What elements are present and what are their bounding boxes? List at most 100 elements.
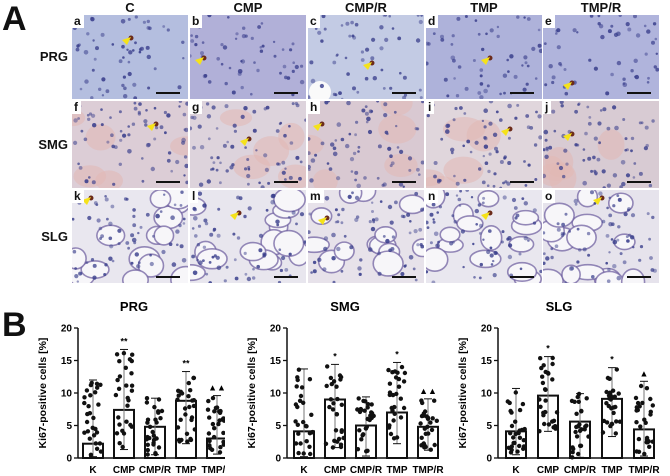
arrowhead-icon	[593, 197, 602, 205]
micrograph-label: k	[72, 190, 84, 203]
scale-bar	[510, 276, 534, 278]
significance-marker: *	[333, 351, 337, 361]
chart-slg: SLG Ki67-positive cells [%] 0 5 10 15 20 K * CMP C…	[457, 299, 660, 476]
scale-bar	[274, 92, 298, 94]
chart-title: PRG	[120, 299, 148, 314]
scale-bar	[156, 92, 180, 94]
x-tick-label: K	[512, 465, 520, 476]
scale-bar	[392, 276, 416, 278]
arrowhead-icon	[313, 123, 322, 131]
panel-b-letter: B	[2, 306, 27, 344]
chart-title: SMG	[330, 299, 360, 314]
x-tick-label: CMP	[113, 465, 136, 476]
y-axis-label: Ki67-positive cells [%]	[37, 338, 49, 449]
scale-bar	[510, 92, 534, 94]
scale-bar	[274, 276, 298, 278]
micrograph-label: e	[543, 15, 555, 28]
scale-bar	[510, 181, 534, 183]
y-axis-label: Ki67-positive cells [%]	[457, 338, 469, 449]
micrograph-label: b	[190, 15, 203, 28]
y-tick-label: 0	[275, 454, 281, 465]
y-tick-label: 15	[270, 356, 282, 367]
x-tick-label: CMP/R	[564, 465, 597, 476]
y-tick-label: 15	[481, 356, 493, 367]
micrograph-label: g	[190, 101, 203, 114]
x-tick-label: TMP/R	[628, 465, 660, 476]
micrograph-label: j	[543, 101, 552, 114]
arrowhead-icon	[82, 197, 91, 205]
micrograph-label: i	[426, 101, 435, 114]
x-tick-label: K	[89, 465, 97, 476]
scale-bar	[627, 276, 651, 278]
significance-marker: *	[546, 344, 550, 354]
y-axis-label: Ki67-positive cells [%]	[246, 338, 258, 449]
scale-bar	[627, 181, 651, 183]
micrograph-k: k	[72, 190, 188, 283]
panel-a-letter: A	[2, 0, 27, 38]
micrograph-e: e	[543, 15, 659, 99]
column-header-tmp-r: TMP/R	[580, 0, 622, 15]
chart-title: SLG	[546, 299, 573, 314]
arrowhead-icon	[501, 128, 510, 136]
significance-marker: ▲	[640, 368, 649, 378]
y-tick-label: 0	[486, 454, 492, 465]
y-tick-label: 0	[66, 454, 72, 465]
x-tick-label: K	[300, 465, 308, 476]
micrograph-l: l	[190, 190, 306, 283]
x-tick-label: TMP	[175, 465, 196, 476]
x-tick-label: TMP	[601, 465, 622, 476]
x-tick-label: CMP	[537, 465, 560, 476]
arrowhead-icon	[363, 62, 372, 70]
scale-bar	[156, 181, 180, 183]
micrograph-o: o	[543, 190, 659, 283]
y-tick-label: 5	[275, 421, 281, 432]
micrograph-h: h	[308, 101, 424, 188]
y-tick-label: 20	[270, 324, 282, 335]
arrowhead-icon	[147, 123, 156, 131]
arrowhead-icon	[230, 212, 239, 220]
micrograph-label: o	[543, 190, 556, 203]
scale-bar	[392, 92, 416, 94]
column-header-cmp-r: CMP/R	[345, 0, 387, 15]
x-tick-label: TMP/R	[412, 465, 444, 476]
y-tick-label: 10	[270, 389, 282, 400]
chart-smg: SMG Ki67-positive cells [%] 0 5 10 15 20 K * CMP C…	[246, 299, 444, 476]
micrograph-label: m	[308, 190, 324, 203]
arrowhead-icon	[563, 82, 572, 90]
micrograph-i: i	[426, 101, 542, 188]
significance-marker: **	[182, 359, 190, 369]
significance-marker: *	[395, 349, 399, 359]
micrograph-a: a	[72, 15, 188, 99]
arrowhead-icon	[481, 57, 490, 65]
micrograph-label: l	[190, 190, 199, 203]
arrowhead-icon	[318, 217, 327, 225]
micrograph-b: b	[190, 15, 306, 99]
y-tick-label: 5	[486, 421, 492, 432]
micrograph-m: m	[308, 190, 424, 283]
micrograph-d: d	[426, 15, 542, 99]
y-tick-label: 20	[481, 324, 493, 335]
x-tick-label: CMP	[324, 465, 347, 476]
micrograph-n: n	[426, 190, 542, 283]
significance-marker: **	[120, 336, 128, 346]
arrowhead-icon	[481, 212, 490, 220]
micrograph-label: c	[308, 15, 320, 28]
micrograph-label: f	[72, 101, 81, 114]
significance-marker: ▲▲	[208, 383, 225, 393]
scale-bar	[274, 181, 298, 183]
micrograph-g: g	[190, 101, 306, 188]
micrograph-f: f	[72, 101, 188, 188]
y-tick-label: 5	[66, 421, 72, 432]
significance-marker: ▲▲	[419, 386, 437, 396]
row-header-prg: PRG	[39, 49, 68, 64]
micrograph-j: j	[543, 101, 659, 188]
micrograph-label: h	[308, 101, 321, 114]
x-tick-label: TMP	[386, 465, 407, 476]
column-header-c: C	[125, 0, 135, 15]
micrograph-label: n	[426, 190, 439, 203]
y-tick-label: 10	[61, 389, 73, 400]
micrograph-label: d	[426, 15, 439, 28]
scale-bar	[392, 181, 416, 183]
x-tick-label: TMP/R	[201, 465, 225, 476]
row-header-slg: SLG	[41, 228, 68, 244]
